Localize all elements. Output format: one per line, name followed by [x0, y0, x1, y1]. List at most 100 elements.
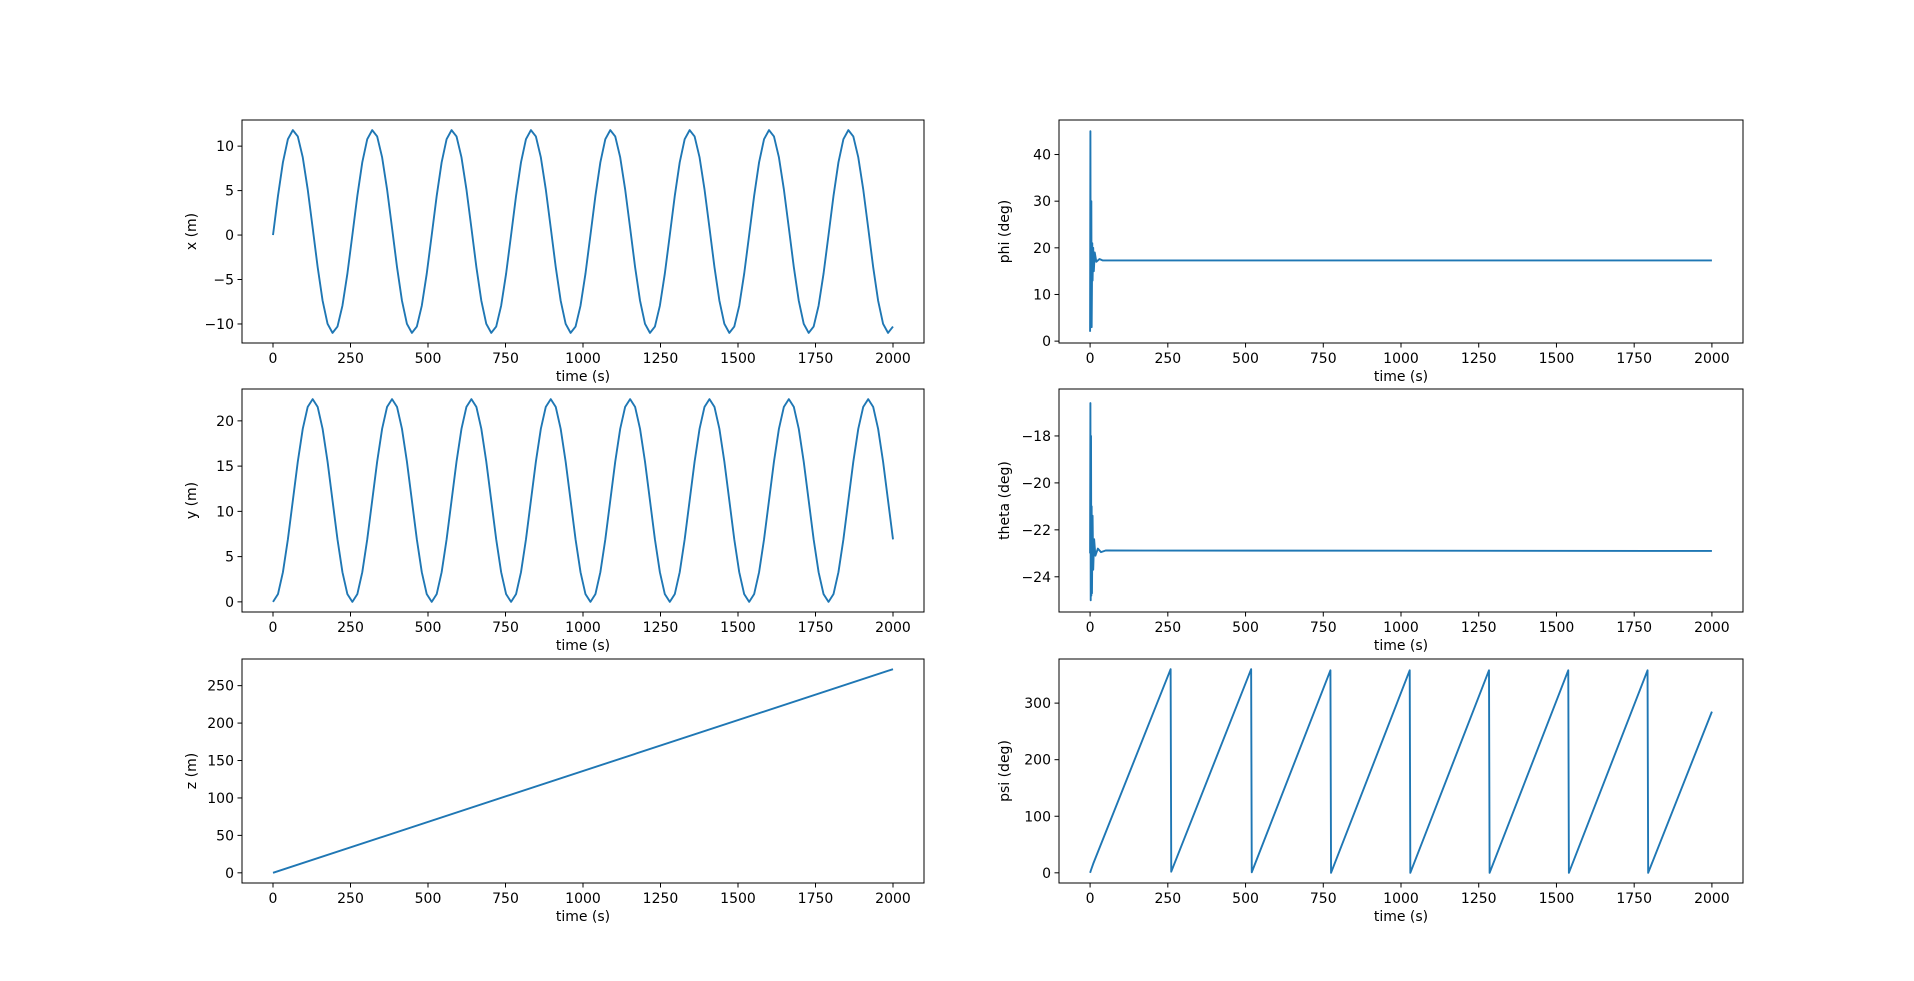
x-tick-label: 250 [1154, 351, 1181, 367]
x-tick-label: 500 [415, 891, 442, 907]
subplot: 0 250 500 750 1000 1250 1500 1750 2000 −10 −5 0 5 10 t… [184, 119, 925, 385]
subplot: 0 250 500 750 1000 1250 1500 1750 2000 −24 −22 −20 −… [997, 388, 1744, 654]
x-axis-label: time (s) [556, 638, 610, 654]
y-axis-label: y (m) [184, 482, 200, 519]
y-tick-label: 30 [1033, 194, 1051, 210]
y-tick-label: −5 [213, 273, 234, 289]
axes-frame [241, 119, 925, 344]
x-tick-label: 500 [415, 620, 442, 636]
x-tick-label: 1500 [1539, 620, 1575, 636]
x-tick-label: 1250 [643, 620, 679, 636]
x-tick-label: 1000 [565, 891, 601, 907]
y-axis-label: z (m) [184, 753, 200, 789]
x-axis-label: time (s) [556, 909, 610, 925]
plot-area [1089, 130, 1712, 332]
y-tick-label: 50 [216, 828, 234, 844]
axes-frame [1058, 388, 1744, 613]
y-tick-label: 0 [225, 595, 234, 611]
y-tick-label: −24 [1021, 570, 1051, 586]
x-tick-label: 1500 [720, 351, 756, 367]
x-tick-label: 0 [1086, 891, 1095, 907]
x-tick-label: 1250 [1461, 620, 1497, 636]
x-tick-label: 0 [1086, 351, 1095, 367]
data-line [272, 668, 894, 874]
x-tick-label: 1250 [643, 891, 679, 907]
data-line [272, 398, 894, 603]
y-tick-label: 100 [1024, 809, 1051, 825]
data-line [272, 129, 894, 334]
x-tick-label: 1750 [1616, 620, 1652, 636]
subplot: 0 250 500 750 1000 1250 1500 1750 2000 0 10 20 30 40 t… [997, 119, 1744, 385]
y-axis-label: theta (deg) [997, 461, 1013, 540]
x-tick-label: 1000 [565, 351, 601, 367]
subplot: 0 250 500 750 1000 1250 1500 1750 2000 0 5 10 15 20 ti… [184, 388, 925, 654]
x-tick-label: 250 [337, 891, 364, 907]
y-tick-label: 10 [216, 504, 234, 520]
x-tick-label: 1250 [1461, 351, 1497, 367]
x-tick-label: 2000 [875, 351, 911, 367]
y-tick-label: 20 [1033, 241, 1051, 257]
y-tick-label: 100 [207, 791, 234, 807]
x-tick-label: 2000 [1694, 620, 1730, 636]
x-tick-label: 1000 [565, 620, 601, 636]
y-tick-label: 15 [216, 459, 234, 475]
x-tick-label: 500 [1232, 620, 1259, 636]
x-tick-label: 1500 [720, 620, 756, 636]
y-tick-label: 10 [1033, 287, 1051, 303]
plot-area [272, 398, 894, 603]
plot-area [1089, 402, 1712, 602]
y-tick-label: −10 [204, 317, 234, 333]
y-tick-label: −18 [1021, 429, 1051, 445]
y-tick-label: 200 [207, 716, 234, 732]
x-tick-label: 1750 [798, 351, 834, 367]
x-tick-label: 500 [415, 351, 442, 367]
x-tick-label: 750 [492, 620, 519, 636]
x-tick-label: 500 [1232, 891, 1259, 907]
x-tick-label: 0 [1086, 620, 1095, 636]
x-tick-label: 1750 [798, 891, 834, 907]
x-tick-label: 750 [1310, 620, 1337, 636]
y-tick-label: 150 [207, 754, 234, 770]
axes-frame [1058, 119, 1744, 344]
x-tick-label: 0 [269, 620, 278, 636]
x-tick-label: 0 [269, 351, 278, 367]
x-tick-label: 1000 [1383, 620, 1419, 636]
y-tick-label: 0 [1042, 334, 1051, 350]
y-tick-label: 5 [225, 184, 234, 200]
x-tick-label: 1750 [1616, 891, 1652, 907]
x-tick-label: 500 [1232, 351, 1259, 367]
x-tick-label: 250 [337, 351, 364, 367]
y-tick-label: 200 [1024, 753, 1051, 769]
x-tick-label: 750 [492, 351, 519, 367]
x-tick-label: 250 [1154, 891, 1181, 907]
y-tick-label: 0 [225, 866, 234, 882]
x-tick-label: 1500 [1539, 891, 1575, 907]
x-tick-label: 1000 [1383, 891, 1419, 907]
x-tick-label: 1250 [1461, 891, 1497, 907]
x-tick-label: 750 [1310, 351, 1337, 367]
x-tick-label: 1000 [1383, 351, 1419, 367]
x-axis-label: time (s) [556, 369, 610, 385]
y-axis-label: phi (deg) [997, 200, 1013, 263]
y-tick-label: 250 [207, 679, 234, 695]
x-axis-label: time (s) [1374, 638, 1428, 654]
y-axis-label: x (m) [184, 213, 200, 250]
x-tick-label: 1750 [798, 620, 834, 636]
x-tick-label: 1500 [1539, 351, 1575, 367]
x-tick-label: 250 [337, 620, 364, 636]
y-tick-label: −20 [1021, 476, 1051, 492]
x-tick-label: 2000 [875, 620, 911, 636]
y-tick-label: 40 [1033, 148, 1051, 164]
x-tick-label: 1250 [643, 351, 679, 367]
data-line [1089, 668, 1713, 874]
x-tick-label: 1750 [1616, 351, 1652, 367]
y-tick-label: 300 [1024, 696, 1051, 712]
y-tick-label: 0 [1042, 866, 1051, 882]
y-tick-label: 10 [216, 139, 234, 155]
subplot: 0 250 500 750 1000 1250 1500 1750 2000 0 100 200 300… [997, 658, 1744, 925]
plot-area [272, 668, 894, 874]
y-axis-label: psi (deg) [997, 740, 1013, 802]
x-tick-label: 0 [269, 891, 278, 907]
subplot: 0 250 500 750 1000 1250 1500 1750 2000 0 50 100 150 2… [184, 658, 925, 925]
